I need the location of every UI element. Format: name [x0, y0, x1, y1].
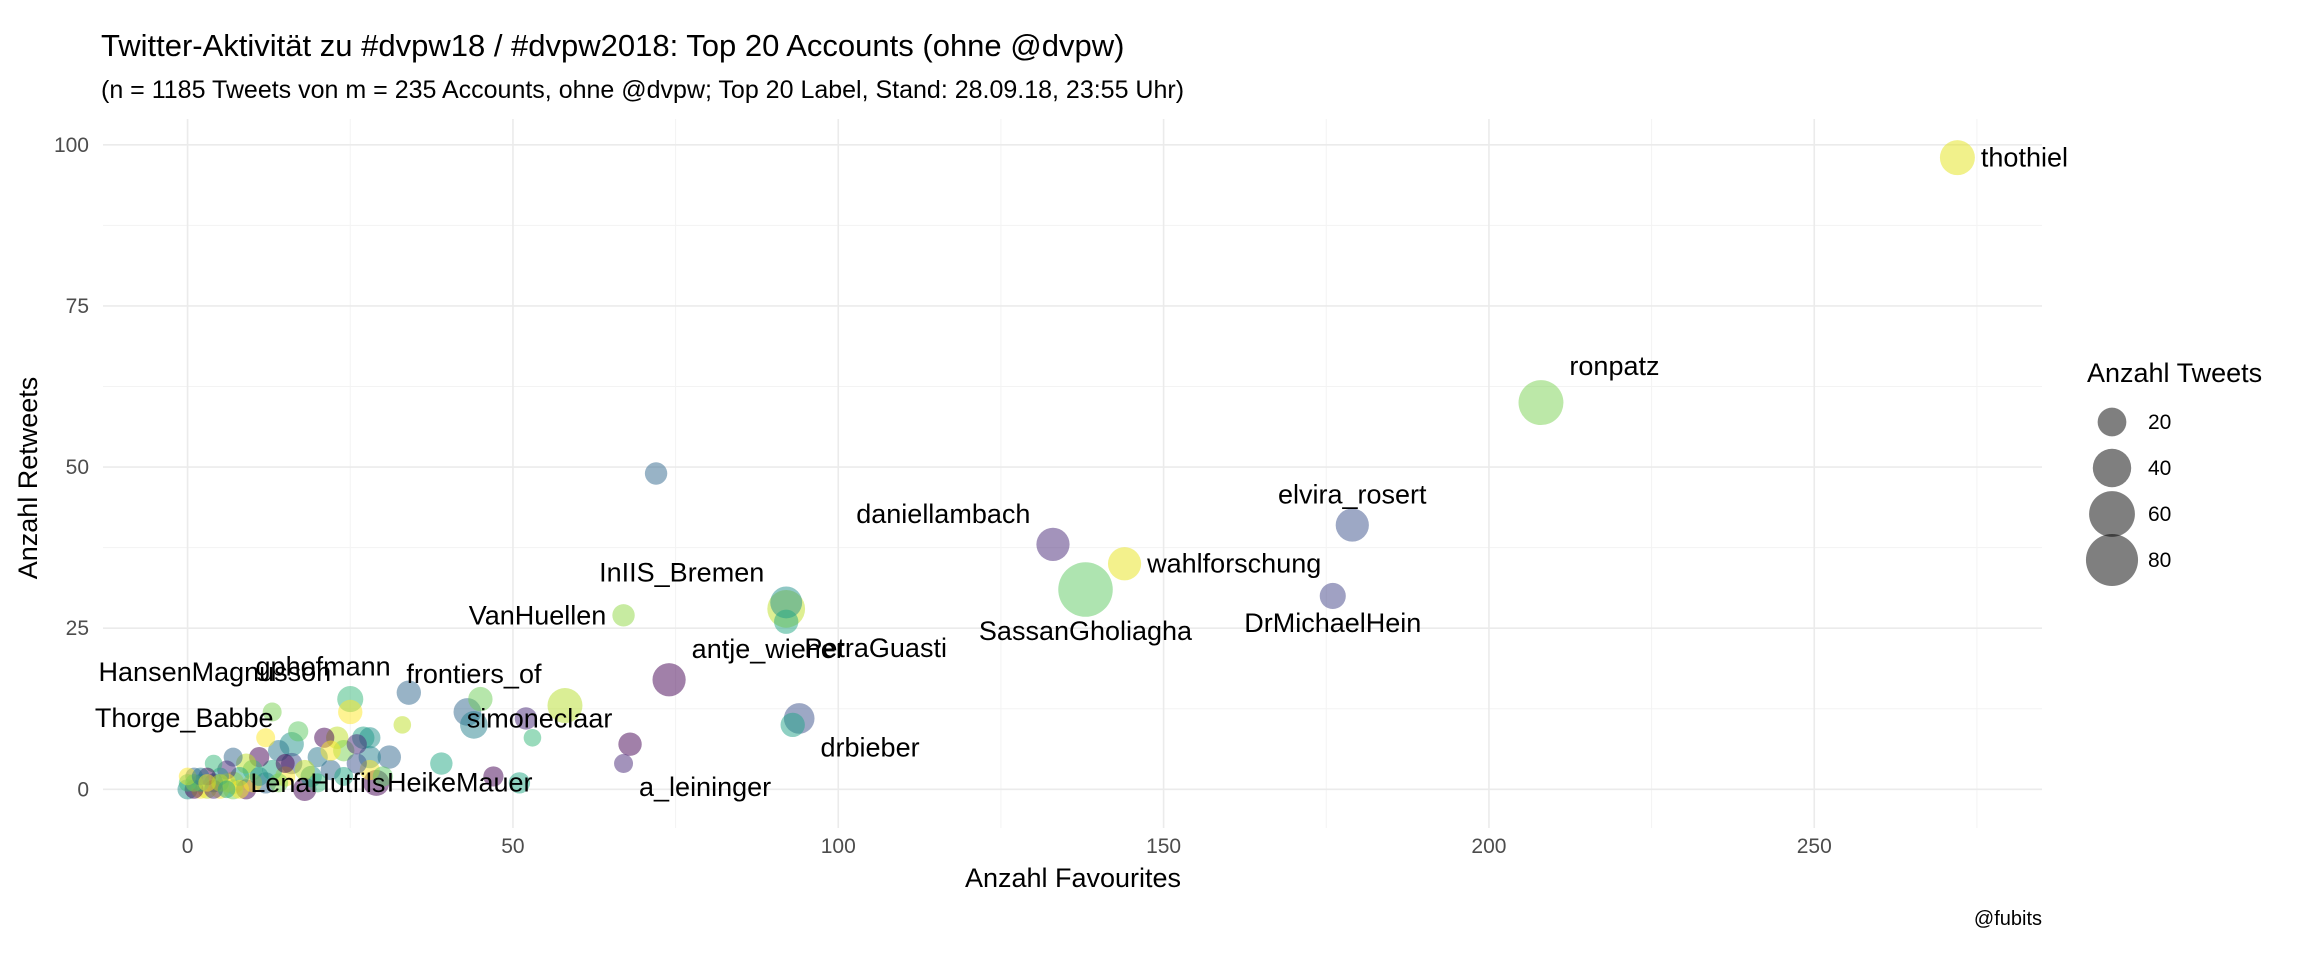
data-point — [430, 752, 453, 775]
data-point — [294, 759, 315, 781]
data-point-InIIS_Bremen — [770, 586, 803, 619]
point-labels: thothiel ronpatz elvira_rosert daniellambac… — [95, 143, 2068, 802]
data-point — [338, 699, 363, 725]
data-point — [393, 716, 412, 734]
data-point — [514, 707, 538, 730]
legend-title: Anzahl Tweets — [2087, 358, 2262, 388]
data-point — [262, 702, 282, 722]
legend-label: 40 — [2148, 457, 2171, 480]
data-point — [346, 734, 367, 755]
point-label-a_leininger: a_leininger — [639, 772, 771, 802]
point-label-SassanGholiagha: SassanGholiagha — [979, 616, 1193, 646]
grid — [103, 119, 2042, 828]
chart-title: Twitter-Aktivität zu #dvpw18 / #dvpw2018… — [101, 28, 1124, 63]
data-point-antje_wiener — [652, 663, 686, 697]
data-point — [288, 721, 309, 742]
legend-label: 20 — [2148, 411, 2171, 434]
data-point — [249, 766, 269, 786]
point-label-thothiel: thothiel — [1981, 143, 2068, 173]
data-point-SassanGholiagha — [1058, 562, 1113, 617]
y-tick-label: 0 — [77, 778, 89, 801]
data-point — [320, 740, 341, 761]
y-tick-label: 100 — [54, 134, 89, 157]
data-point-elvira_rosert — [1335, 508, 1369, 542]
x-axis-ticks: 0 50 100 150 200 250 — [182, 835, 1832, 858]
point-label-gphofmann: gphofmann — [256, 651, 391, 681]
point-label-Thorge_Babbe: Thorge_Babbe — [95, 703, 274, 733]
data-point — [523, 728, 542, 747]
x-tick-label: 0 — [182, 835, 194, 858]
data-point-simoneclaar — [618, 732, 642, 756]
data-point-a_leininger — [614, 754, 634, 774]
legend-key-20 — [2097, 407, 2127, 437]
data-point — [483, 766, 504, 787]
legend-key-60 — [2089, 491, 2135, 537]
data-point-thothiel — [1939, 140, 1975, 176]
point-label-HeikeMauer: HeikeMauer — [387, 767, 533, 797]
x-axis-title: Anzahl Favourites — [965, 863, 1181, 893]
point-label-InIIS_Bremen: InIIS_Bremen — [599, 557, 764, 587]
point-label-wahlforschung: wahlforschung — [1146, 549, 1321, 579]
data-point — [256, 728, 276, 748]
x-tick-label: 50 — [501, 835, 524, 858]
point-label-HansenMagnusson: HansenMagnusson — [99, 657, 332, 687]
data-point — [377, 745, 401, 769]
point-label-simoneclaar: simoneclaar — [467, 704, 613, 734]
point-label-antje_wiener: antje_wiener — [692, 634, 845, 664]
point-label-frontiers_of: frontiers_of — [406, 659, 542, 689]
point-label-DrMichaelHein: DrMichaelHein — [1244, 608, 1421, 638]
data-point-VanHuellen — [612, 604, 635, 627]
data-point-DrMichaelHein — [1319, 582, 1346, 610]
data-point-wahlforschung — [1107, 547, 1142, 581]
data-point — [644, 462, 668, 485]
y-tick-label: 75 — [66, 295, 89, 318]
data-point-frontiers_of — [547, 688, 583, 724]
point-label-elvira_rosert: elvira_rosert — [1278, 479, 1427, 509]
data-point — [198, 774, 216, 792]
y-tick-label: 50 — [66, 456, 89, 479]
point-label-LenaHutfils: LenaHutfils — [250, 768, 385, 798]
data-point-PetraGuasti — [774, 609, 799, 634]
data-point — [269, 773, 289, 793]
data-point — [230, 779, 250, 799]
x-tick-label: 100 — [821, 835, 856, 858]
data-point — [780, 712, 805, 738]
data-point — [372, 766, 393, 787]
legend-label: 60 — [2148, 503, 2171, 526]
caption: @fubits — [1974, 908, 2042, 930]
point-label-PetraGuasti: PetraGuasti — [804, 633, 947, 663]
data-point — [460, 711, 488, 739]
data-point — [217, 780, 236, 799]
legend-key-80 — [2085, 533, 2139, 587]
point-label-ronpatz: ronpatz — [1569, 351, 1659, 381]
data-point-ronpatz — [1518, 380, 1564, 426]
legend-label: 80 — [2148, 549, 2171, 572]
data-point — [508, 772, 531, 794]
data-points — [177, 140, 1975, 802]
x-tick-label: 150 — [1146, 835, 1181, 858]
size-legend: Anzahl Tweets 20 40 60 80 — [2085, 358, 2262, 587]
y-axis-ticks: 0 25 50 75 100 — [54, 134, 89, 802]
data-point-gphofmann — [396, 680, 421, 705]
data-point-daniellambach — [1036, 527, 1070, 562]
y-tick-label: 25 — [66, 617, 89, 640]
point-label-VanHuellen: VanHuellen — [469, 600, 607, 630]
data-point — [275, 754, 295, 774]
y-axis-title: Anzahl Retweets — [13, 377, 43, 580]
data-point — [468, 686, 493, 712]
chart-subtitle: (n = 1185 Tweets von m = 235 Accounts, o… — [101, 76, 1184, 104]
point-label-daniellambach: daniellambach — [856, 499, 1030, 529]
data-point — [334, 766, 354, 786]
legend-key-40 — [2092, 448, 2132, 488]
point-label-drbieber: drbieber — [821, 733, 920, 763]
data-point — [346, 753, 367, 774]
data-point — [308, 773, 328, 793]
x-tick-label: 250 — [1797, 835, 1832, 858]
x-tick-label: 200 — [1471, 835, 1506, 858]
